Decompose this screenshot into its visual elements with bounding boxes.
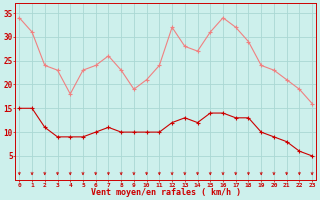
X-axis label: Vent moyen/en rafales ( km/h ): Vent moyen/en rafales ( km/h ) — [91, 188, 241, 197]
